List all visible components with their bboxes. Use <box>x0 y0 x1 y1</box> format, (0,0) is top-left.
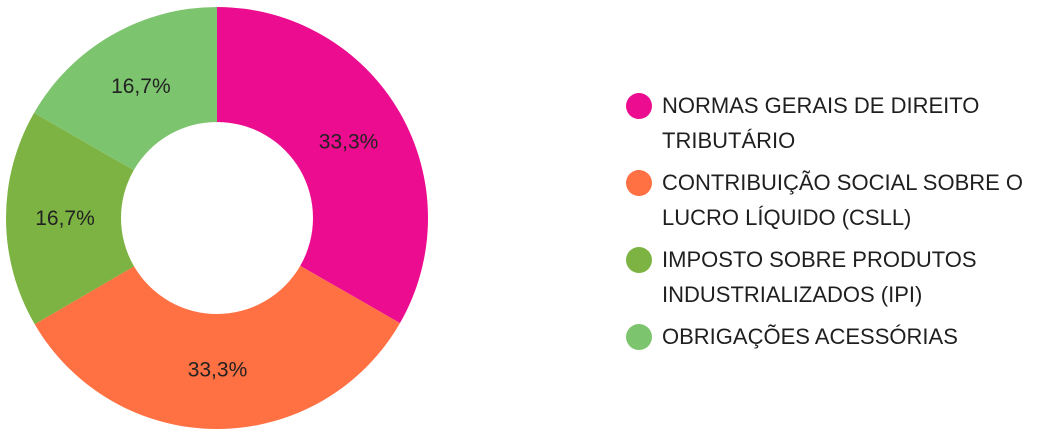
slice-value-label: 16,7% <box>35 207 95 230</box>
slice-value-label: 33,3% <box>188 358 248 381</box>
legend-label: CONTRIBUIÇÃO SOCIAL SOBRE O LUCRO LÍQUID… <box>662 170 1024 230</box>
legend-label: OBRIGAÇÕES ACESSÓRIAS <box>662 324 958 349</box>
legend-item: IMPOSTO SOBRE PRODUTOS INDUSTRIALIZADOS … <box>626 244 1026 312</box>
legend-swatch <box>626 170 652 196</box>
slice-contribuicao-social-sobre-o-lucro-liquido-csll <box>34 265 400 429</box>
slice-value-label: 16,7% <box>111 75 171 98</box>
legend-item: NORMAS GERAIS DE DIREITO TRIBUTÁRIO <box>626 90 1026 158</box>
donut-chart: 33,3% 33,3% 16,7% 16,7% <box>5 7 428 429</box>
slice-imposto-sobre-produtos-industrializados-ipi <box>5 112 135 325</box>
legend-item: CONTRIBUIÇÃO SOCIAL SOBRE O LUCRO LÍQUID… <box>626 167 1026 235</box>
legend-label: IMPOSTO SOBRE PRODUTOS INDUSTRIALIZADOS … <box>662 247 977 307</box>
legend-item: OBRIGAÇÕES ACESSÓRIAS <box>626 321 1026 354</box>
legend-swatch <box>626 324 652 350</box>
legend-label: NORMAS GERAIS DE DIREITO TRIBUTÁRIO <box>662 93 980 153</box>
legend-swatch <box>626 93 652 119</box>
slice-obrigacoes-acessorias <box>34 7 217 171</box>
slice-normas-gerais-de-direito-tributario <box>217 7 428 324</box>
slice-value-label: 33,3% <box>319 130 379 153</box>
legend-swatch <box>626 247 652 273</box>
chart-legend: NORMAS GERAIS DE DIREITO TRIBUTÁRIO CONT… <box>626 90 1026 363</box>
